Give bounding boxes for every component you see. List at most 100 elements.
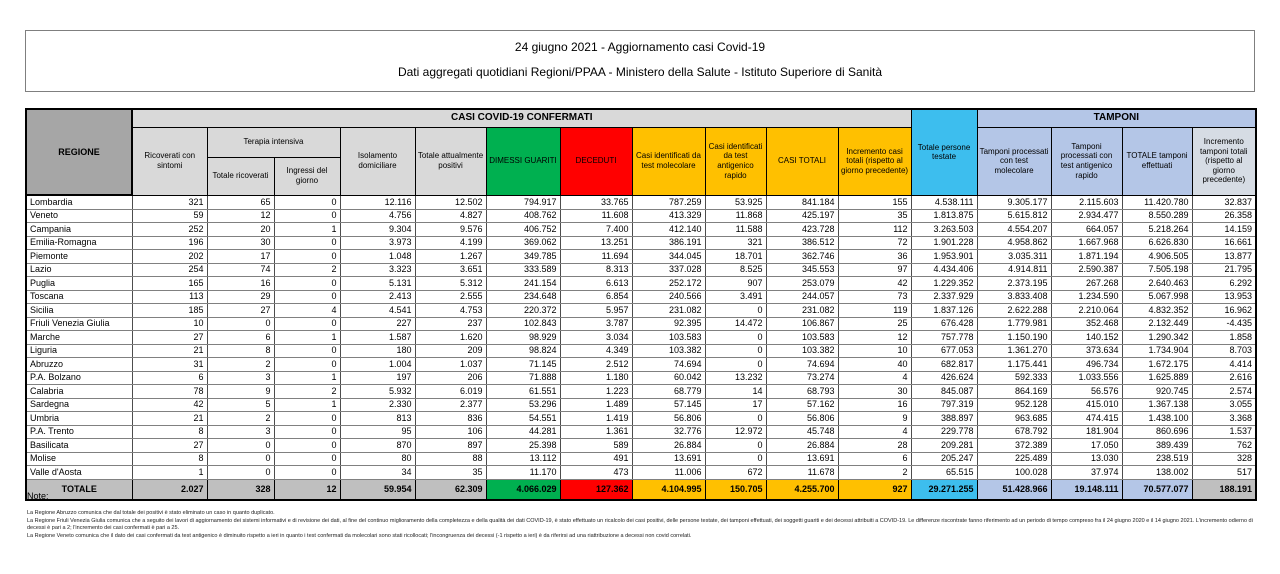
value-cell: 2 xyxy=(837,465,912,480)
value-cell: 787.259 xyxy=(631,194,706,210)
value-cell: 1.537 xyxy=(1191,424,1257,439)
value-cell: 45.748 xyxy=(765,424,839,439)
table-row: Basilicata 27 0 0 870 897 25.398 589 26.884 0 26.8… xyxy=(25,438,1257,453)
region-name: Toscana xyxy=(25,289,133,304)
value-cell: 71.888 xyxy=(485,370,561,385)
value-cell: 589 xyxy=(559,438,633,453)
value-cell: 328 xyxy=(1191,451,1257,466)
value-cell: 836 xyxy=(414,411,487,426)
value-cell: 13.030 xyxy=(1050,451,1123,466)
value-cell: 1.419 xyxy=(559,411,633,426)
region-name: Piemonte xyxy=(25,249,133,264)
value-cell: 413.329 xyxy=(631,208,706,223)
value-cell: 333.589 xyxy=(485,262,561,277)
value-cell: 4.827 xyxy=(414,208,487,223)
value-cell: 9 xyxy=(837,411,912,426)
value-cell: 321 xyxy=(704,235,767,250)
value-cell: 6.292 xyxy=(1191,276,1257,291)
value-cell: 4.255.700 xyxy=(765,478,839,500)
value-cell: 2.132.449 xyxy=(1121,316,1193,331)
value-cell: 8.525 xyxy=(704,262,767,277)
value-cell: 1.175.441 xyxy=(976,357,1052,372)
value-cell: 2.337.929 xyxy=(910,289,978,304)
value-cell: 70.577.077 xyxy=(1121,478,1193,500)
value-cell: 54.551 xyxy=(485,411,561,426)
value-cell: 1.180 xyxy=(559,370,633,385)
value-cell: 12.116 xyxy=(339,194,416,210)
total-label: TOTALE xyxy=(25,478,133,500)
value-cell: 3.973 xyxy=(339,235,416,250)
value-cell: 362.746 xyxy=(765,249,839,264)
value-cell: 389.439 xyxy=(1121,438,1193,453)
value-cell: 1.837.126 xyxy=(910,303,978,318)
value-cell: 4.066.029 xyxy=(485,478,561,500)
value-cell: 0 xyxy=(704,438,767,453)
value-cell: 6.854 xyxy=(559,289,633,304)
value-cell: 2 xyxy=(273,384,341,399)
value-cell: 36 xyxy=(837,249,912,264)
value-cell: 1.004 xyxy=(339,357,416,372)
value-cell: 664.057 xyxy=(1050,222,1123,237)
value-cell: 6.613 xyxy=(559,276,633,291)
value-cell: 3.034 xyxy=(559,330,633,345)
value-cell: 29 xyxy=(206,289,275,304)
value-cell: 59 xyxy=(131,208,208,223)
col-header-deceduti: DECEDUTI xyxy=(559,126,633,196)
value-cell: 8 xyxy=(131,451,208,466)
value-cell: 1.438.100 xyxy=(1121,411,1193,426)
value-cell: 2.512 xyxy=(559,357,633,372)
value-cell: 2.622.288 xyxy=(976,303,1052,318)
value-cell: 344.045 xyxy=(631,249,706,264)
col-header-incremento-tamponi: Incremento tamponi totali (rispetto al g… xyxy=(1191,126,1257,196)
value-cell: 4.541 xyxy=(339,303,416,318)
value-cell: -4.435 xyxy=(1191,316,1257,331)
value-cell: 267.268 xyxy=(1050,276,1123,291)
value-cell: 0 xyxy=(273,424,341,439)
value-cell: 757.778 xyxy=(910,330,978,345)
value-cell: 328 xyxy=(206,478,275,500)
value-cell: 42 xyxy=(837,276,912,291)
value-cell: 491 xyxy=(559,451,633,466)
value-cell: 1.033.556 xyxy=(1050,370,1123,385)
table-row: Piemonte 202 17 0 1.048 1.267 349.785 11.694 344… xyxy=(25,249,1257,264)
value-cell: 127.362 xyxy=(559,478,633,500)
value-cell: 0 xyxy=(273,438,341,453)
value-cell: 68.793 xyxy=(765,384,839,399)
value-cell: 5.957 xyxy=(559,303,633,318)
value-cell: 1.620 xyxy=(414,330,487,345)
value-cell: 0 xyxy=(206,451,275,466)
value-cell: 1 xyxy=(273,222,341,237)
value-cell: 13.691 xyxy=(631,451,706,466)
value-cell: 209 xyxy=(414,343,487,358)
value-cell: 677.053 xyxy=(910,343,978,358)
table-row: Calabria 78 9 2 5.932 6.019 61.551 1.223 68.779 1… xyxy=(25,384,1257,399)
table-row: Veneto 59 12 0 4.756 4.827 408.762 11.608 413.32… xyxy=(25,208,1257,223)
group-header-terapia-intensiva: Terapia intensiva xyxy=(206,126,341,158)
value-cell: 1.234.590 xyxy=(1050,289,1123,304)
value-cell: 4 xyxy=(837,370,912,385)
table-row: Toscana 113 29 0 2.413 2.555 234.648 6.854 240.5… xyxy=(25,289,1257,304)
value-cell: 6.626.830 xyxy=(1121,235,1193,250)
value-cell: 3.035.311 xyxy=(976,249,1052,264)
value-cell: 920.745 xyxy=(1121,384,1193,399)
value-cell: 2 xyxy=(206,411,275,426)
value-cell: 676.428 xyxy=(910,316,978,331)
region-name: Calabria xyxy=(25,384,133,399)
value-cell: 188.191 xyxy=(1191,478,1257,500)
region-name: Friuli Venezia Giulia xyxy=(25,316,133,331)
covid-data-table: REGIONE CASI COVID-19 CONFERMATI Totale … xyxy=(25,108,1258,501)
value-cell: 5.615.812 xyxy=(976,208,1052,223)
value-cell: 74 xyxy=(206,262,275,277)
value-cell: 205.247 xyxy=(910,451,978,466)
value-cell: 14.472 xyxy=(704,316,767,331)
value-cell: 794.917 xyxy=(485,194,561,210)
value-cell: 103.583 xyxy=(631,330,706,345)
value-cell: 227 xyxy=(339,316,416,331)
value-cell: 9.305.177 xyxy=(976,194,1052,210)
value-cell: 2.616 xyxy=(1191,370,1257,385)
value-cell: 408.762 xyxy=(485,208,561,223)
value-cell: 0 xyxy=(704,343,767,358)
value-cell: 5.067.998 xyxy=(1121,289,1193,304)
table-row: P.A. Bolzano 6 3 1 197 206 71.888 1.180 60.042 13… xyxy=(25,370,1257,385)
value-cell: 102.843 xyxy=(485,316,561,331)
